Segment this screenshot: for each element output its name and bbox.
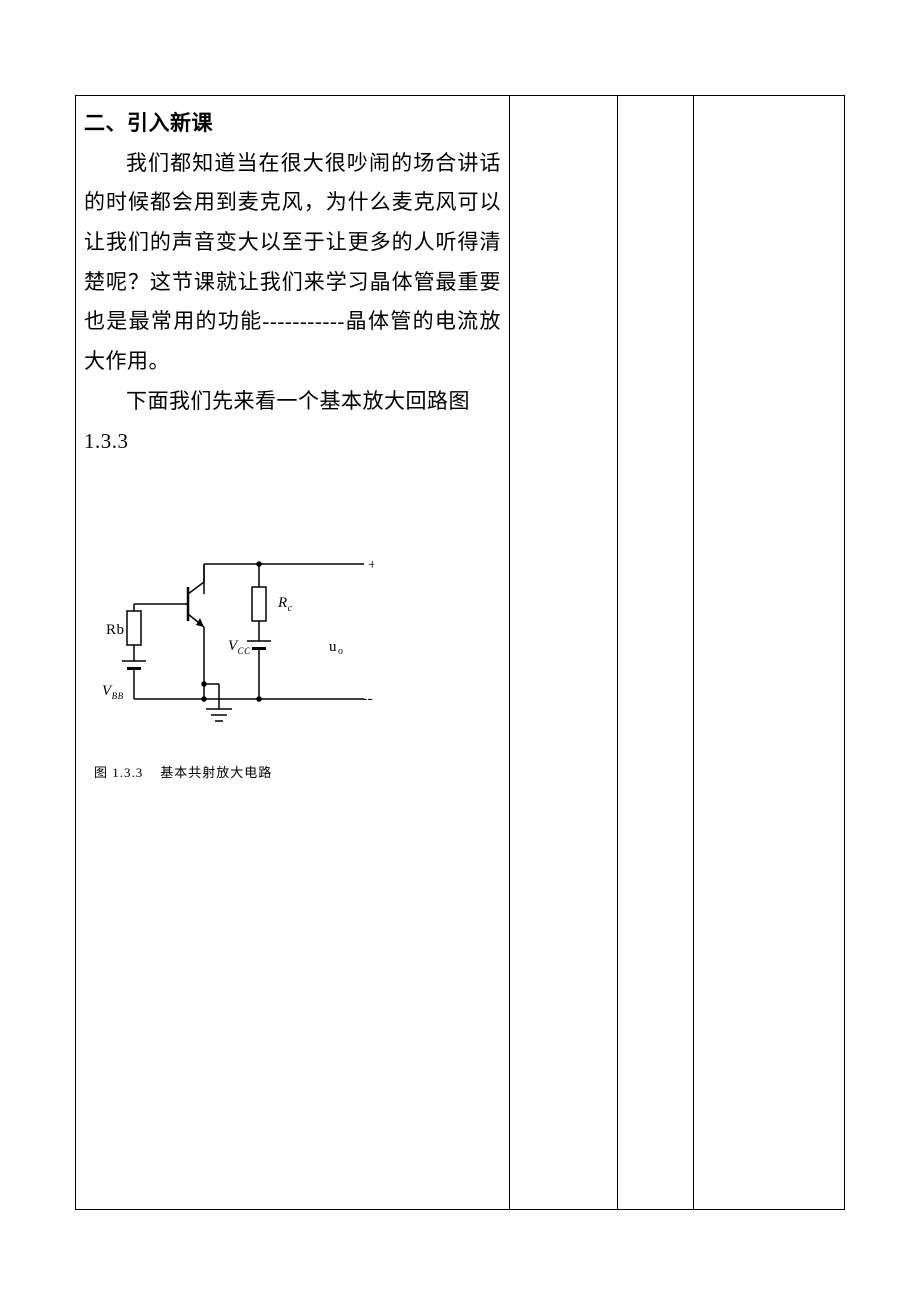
content-block: 二、引入新课 我们都知道当在很大很吵闹的场合讲话的时候都会用到麦克风，为什么麦克…	[76, 96, 509, 794]
column-4	[694, 96, 844, 1209]
label-vbb: VBB	[102, 683, 124, 701]
circuit-figure: Rb Rc VCC VBB uo	[84, 549, 374, 786]
label-plus: +	[368, 557, 374, 573]
lesson-row: 二、引入新课 我们都知道当在很大很吵闹的场合讲话的时候都会用到麦克风，为什么麦克…	[76, 96, 844, 1209]
label-minus: --	[362, 691, 373, 707]
label-rc: Rc	[277, 595, 293, 614]
main-content-cell: 二、引入新课 我们都知道当在很大很吵闹的场合讲话的时候都会用到麦克风，为什么麦克…	[76, 96, 510, 1209]
label-rb: Rb	[106, 622, 125, 638]
section-heading: 二、引入新课	[80, 104, 505, 144]
circuit-svg: Rb Rc VCC VBB uo	[84, 549, 374, 749]
lesson-table: 二、引入新课 我们都知道当在很大很吵闹的场合讲话的时候都会用到麦克风，为什么麦克…	[75, 95, 845, 1210]
figure-lead-paragraph: 下面我们先来看一个基本放大回路图 1.3.3	[80, 382, 505, 461]
column-2	[510, 96, 618, 1209]
figure-caption: 图 1.3.3 基本共射放大电路	[84, 761, 374, 786]
intro-paragraph: 我们都知道当在很大很吵闹的场合讲话的时候都会用到麦克风，为什么麦克风可以让我们的…	[80, 144, 505, 382]
column-3	[618, 96, 694, 1209]
caption-figno: 图 1.3.3	[94, 765, 143, 780]
caption-text: 基本共射放大电路	[160, 765, 272, 780]
label-uo: uo	[329, 639, 344, 657]
